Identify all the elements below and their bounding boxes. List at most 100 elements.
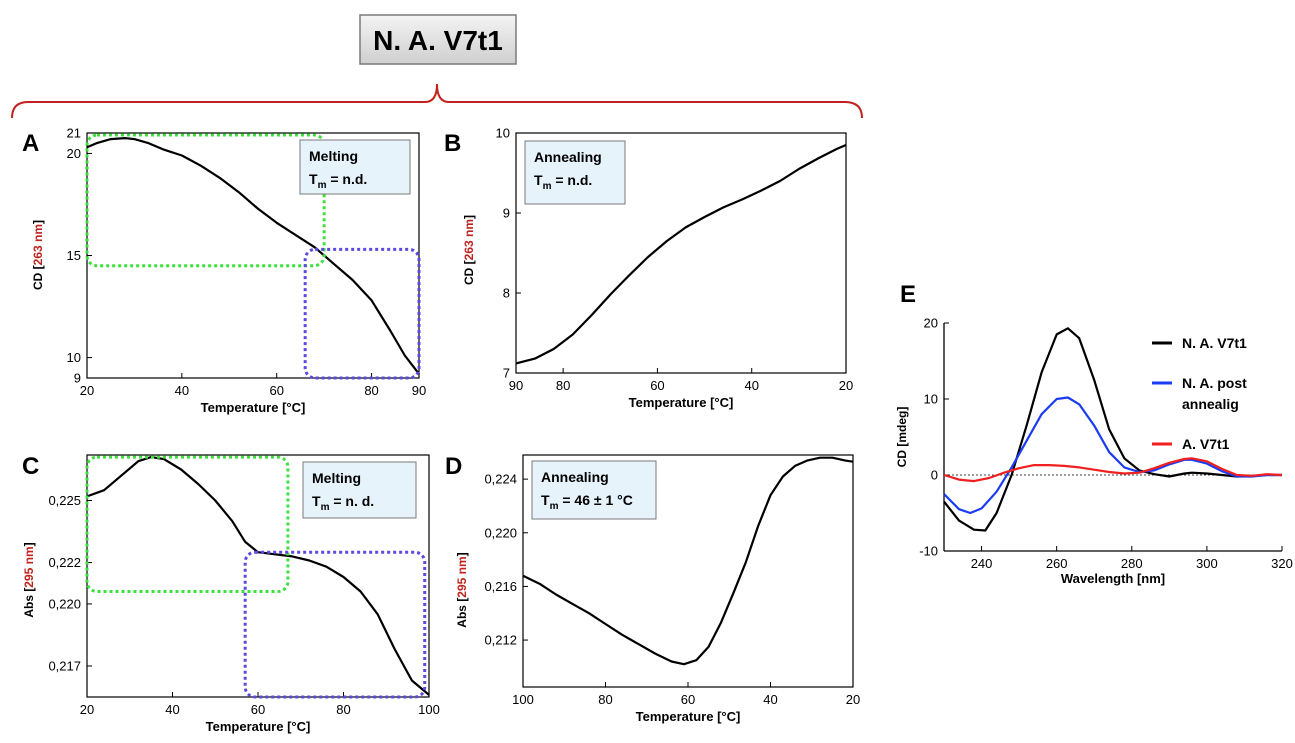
y-tick-label: 21 [67, 126, 81, 141]
tm-subscript: m [318, 180, 327, 191]
y-axis-label-prefix: CD [ [462, 260, 476, 285]
annotation-box [524, 140, 626, 205]
y-tick-label: 15 [67, 248, 81, 263]
y-axis-label-suffix: ] [22, 542, 36, 546]
tm-symbol: T [534, 172, 543, 188]
y-tick-label: 20 [924, 316, 938, 331]
y-axis-label-prefix: Abs [ [455, 598, 469, 628]
highlight-region-1 [85, 455, 290, 594]
panel-d: 100 80 60 40 20 0,212 0,216 0,220 0,224 Temperatu… [455, 454, 860, 724]
x-tick-label: 40 [165, 702, 179, 717]
panel-letter-A: A [22, 130, 39, 157]
x-tick-label: 100 [418, 702, 440, 717]
y-axis-label: CD [mdeg] [895, 407, 909, 468]
y-axis-label: CD [263 nm] [31, 220, 45, 290]
plot-frame [515, 132, 847, 374]
figure-title-box: N. A. V7t1 [359, 14, 517, 65]
y-axis-label-wavelength: 295 nm [22, 546, 36, 587]
y-axis-label: Abs [295 nm] [455, 552, 469, 627]
y-axis-label-wavelength: 295 nm [455, 556, 469, 597]
tm-symbol: T [309, 171, 318, 187]
annotation-title: Melting [312, 470, 361, 486]
y-axis-label: CD [263 nm] [462, 215, 476, 285]
panel-a: 20 40 60 80 90 9 10 15 20 21 Temperature [°C] CD [2… [31, 126, 426, 416]
highlight-region-2 [303, 247, 421, 380]
y-tick-label: 7 [503, 366, 510, 381]
tm-value: = n.d. [326, 171, 367, 187]
y-axis-label-wavelength: 263 nm [462, 219, 476, 260]
panel-letter-C: C [22, 453, 39, 480]
x-tick-label: 40 [763, 692, 777, 707]
y-tick-label: 9 [74, 371, 81, 386]
y-tick-label: 8 [503, 286, 510, 301]
y-axis-label-suffix: ] [455, 552, 469, 556]
x-tick-label: 60 [269, 383, 283, 398]
highlight-region-2 [243, 550, 427, 699]
y-tick-label: 0,225 [48, 493, 81, 508]
panel-c: 20 40 60 80 100 0,217 0,220 0,222 0,225 Temperatu… [22, 454, 440, 734]
annotation-title: Annealing [541, 469, 609, 485]
x-tick-label: 260 [1046, 556, 1068, 571]
x-tick-label: 240 [971, 556, 993, 571]
panel-letter-B: B [444, 130, 461, 157]
tm-subscript: m [550, 501, 559, 512]
annotation-box [531, 460, 657, 520]
legend-label-1: N. A. V7t1 [1182, 335, 1247, 351]
x-tick-label: 320 [1271, 556, 1293, 571]
x-axis-label: Temperature [°C] [206, 719, 311, 734]
y-tick-label: 0,212 [484, 633, 517, 648]
annotation-tm: Tm = n.d. [309, 171, 367, 191]
series-line-3 [943, 457, 1283, 483]
annotation-tm: Tm = 46 ± 1 °C [541, 492, 633, 512]
annotation-title: Annealing [534, 149, 602, 165]
x-tick-label: 80 [556, 378, 570, 393]
annotation-tm: Tm = n.d. [534, 172, 592, 192]
x-tick-label: 40 [175, 383, 189, 398]
annotation-box [302, 461, 417, 519]
x-tick-label: 40 [744, 378, 758, 393]
x-tick-label: 60 [681, 692, 695, 707]
x-tick-label: 20 [80, 702, 94, 717]
x-tick-label: 90 [509, 378, 523, 393]
tm-symbol: T [541, 492, 550, 508]
y-tick-label: 0,224 [484, 472, 517, 487]
y-tick-label: 0 [931, 468, 938, 483]
y-tick-label: 10 [67, 350, 81, 365]
series-line-2 [943, 396, 1282, 515]
x-tick-label: 80 [336, 702, 350, 717]
series-line-1 [86, 456, 430, 696]
x-tick-label: 20 [80, 383, 94, 398]
annotation-tm: Tm = n. d. [312, 493, 374, 513]
x-tick-label: 60 [650, 378, 664, 393]
x-tick-label: 60 [251, 702, 265, 717]
annotation-box [299, 139, 411, 195]
figure-title: N. A. V7t1 [373, 25, 503, 56]
legend-label-2: N. A. post [1182, 375, 1247, 391]
annotation-title: Melting [309, 148, 358, 164]
x-axis-label: Temperature [°C] [636, 709, 741, 724]
y-tick-label: 0,217 [48, 658, 81, 673]
panel-b: 90 80 60 40 20 7 8 9 10 Temperature [°C] CD [263 n… [462, 126, 853, 411]
x-tick-label: 300 [1196, 556, 1218, 571]
x-tick-label: 100 [512, 692, 534, 707]
panel-e: 240 260 280 300 320 -10 0 10 20 Wavelength [nm] CD… [895, 316, 1293, 587]
x-tick-label: 90 [412, 383, 426, 398]
x-tick-label: 280 [1121, 556, 1143, 571]
y-axis-label-wavelength: 263 nm [31, 224, 45, 265]
series-line-1 [943, 327, 1282, 532]
y-tick-label: 20 [67, 146, 81, 161]
y-axis-label: Abs [295 nm] [22, 542, 36, 617]
y-axis-label-suffix: ] [462, 215, 476, 219]
y-axis-label-suffix: ] [31, 220, 45, 224]
x-tick-label: 80 [598, 692, 612, 707]
panel-letter-D: D [445, 453, 462, 480]
x-axis-label: Temperature [°C] [201, 400, 306, 415]
y-tick-label: 10 [924, 392, 938, 407]
series-line-1 [86, 137, 420, 375]
x-tick-label: 20 [839, 378, 853, 393]
legend-label-2: annealig [1182, 396, 1239, 412]
y-tick-label: -10 [919, 544, 938, 559]
legend-label-3: A. V7t1 [1182, 436, 1230, 452]
tm-value: = 46 ± 1 °C [558, 492, 632, 508]
